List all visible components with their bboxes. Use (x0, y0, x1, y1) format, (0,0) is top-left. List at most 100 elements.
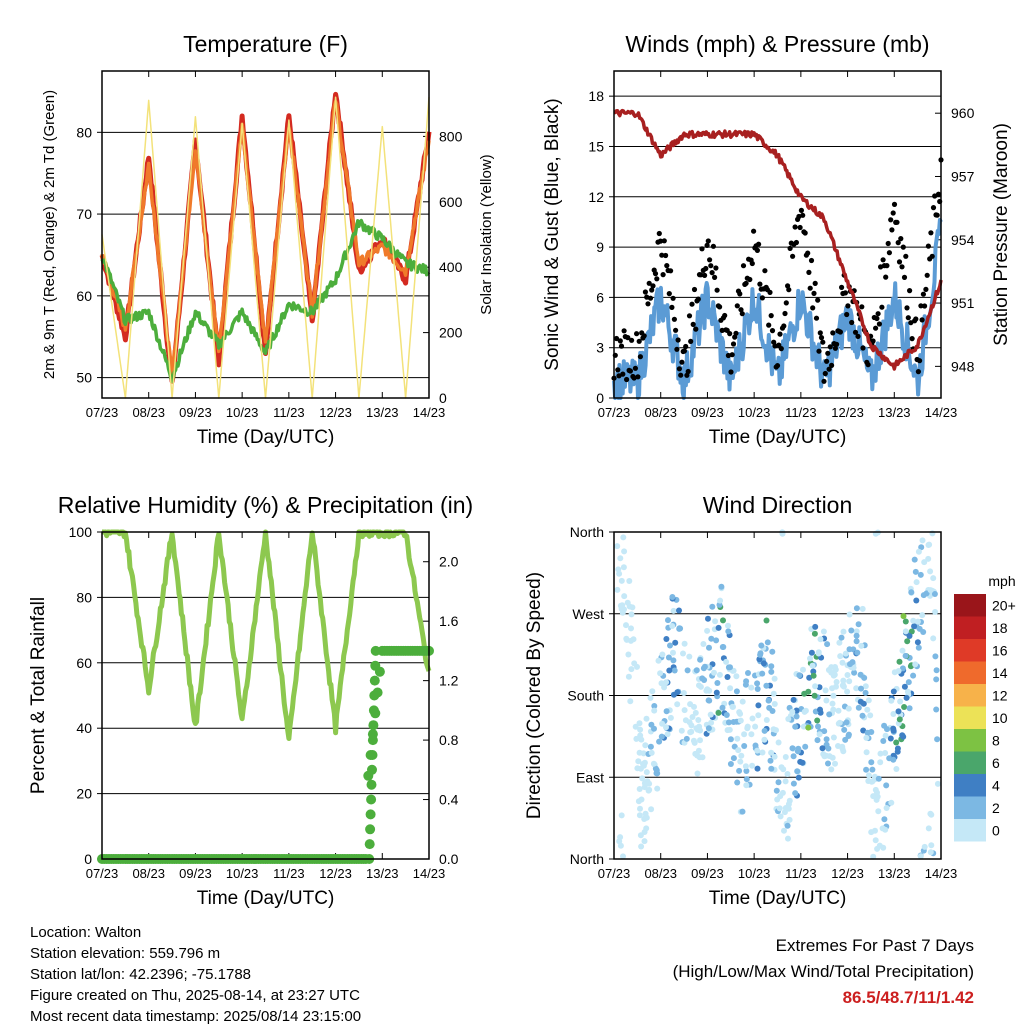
gust-point (797, 224, 803, 231)
figure-created: Figure created on Thu, 2025-08-14, at 23… (30, 987, 360, 1004)
gust-point (766, 322, 772, 328)
precip-point (370, 660, 381, 671)
gust-point (670, 295, 676, 301)
direction-point (745, 670, 751, 676)
gust-point (703, 265, 709, 272)
direction-point (725, 628, 732, 635)
gust-point (709, 270, 715, 276)
direction-point (650, 760, 657, 767)
x-tick-label: 13/23 (366, 405, 399, 420)
direction-point (782, 778, 789, 785)
direction-point (754, 765, 761, 772)
y2-axis-label: Station Pressure (Maroon) (991, 123, 1012, 346)
direction-point (927, 568, 934, 575)
panel-title: Relative Humidity (%) & Precipitation (i… (58, 492, 473, 518)
direction-point (626, 603, 633, 610)
gust-point (860, 345, 866, 351)
direction-point (620, 534, 627, 541)
gust-point (627, 368, 634, 374)
direction-point (902, 652, 909, 659)
gust-point (683, 343, 689, 350)
direction-point (902, 628, 909, 635)
direction-point (649, 688, 656, 695)
gust-point (865, 362, 871, 368)
direction-point (616, 838, 623, 845)
direction-point (771, 753, 778, 760)
direction-point (930, 635, 937, 642)
direction-point (823, 736, 830, 743)
colorbar-swatch (954, 594, 986, 617)
direction-point (917, 571, 924, 578)
direction-point (657, 670, 664, 677)
direction-point (883, 805, 890, 811)
gust-point (656, 230, 662, 237)
direction-point (617, 842, 624, 849)
direction-point (864, 706, 871, 713)
y-tick-label: 3 (596, 340, 604, 356)
direction-point (713, 689, 720, 696)
direction-point (723, 712, 730, 718)
direction-point (914, 639, 921, 646)
direction-point (736, 709, 743, 716)
latest-timestamp: Most recent data timestamp: 2025/08/14 2… (30, 1008, 362, 1025)
x-tick-label: 10/23 (226, 866, 259, 881)
direction-point (805, 724, 812, 731)
direction-point (744, 723, 751, 730)
direction-point (773, 727, 779, 734)
x-tick-label: 11/23 (785, 405, 817, 420)
direction-point (792, 723, 799, 730)
gust-point (886, 250, 893, 256)
direction-point (862, 689, 869, 696)
direction-point (835, 743, 841, 749)
gust-point (901, 274, 908, 280)
y-tick-label: South (567, 688, 604, 704)
direction-point (681, 640, 688, 647)
direction-point (784, 822, 791, 829)
direction-point (648, 806, 655, 813)
direction-point (617, 602, 624, 609)
x-tick-label: 11/23 (273, 866, 305, 881)
direction-point (623, 622, 629, 629)
gust-point (774, 363, 781, 369)
colorbar-label: 12 (992, 687, 1008, 703)
direction-point (711, 669, 717, 676)
y-tick-label: 9 (596, 239, 604, 255)
direction-point (659, 720, 666, 727)
gust-point (686, 313, 693, 319)
x-tick-label: 14/23 (925, 405, 958, 420)
y-tick-label: 70 (76, 206, 92, 222)
direction-point (725, 719, 732, 726)
direction-point (637, 805, 643, 812)
gust-point (663, 252, 669, 259)
direction-point (665, 617, 671, 624)
direction-point (799, 759, 806, 766)
direction-point (896, 658, 903, 665)
gust-point (827, 344, 833, 350)
direction-point (826, 753, 833, 760)
direction-point (841, 726, 848, 733)
direction-point (880, 738, 887, 744)
direction-point (656, 738, 663, 745)
direction-point (862, 683, 869, 690)
direction-point (920, 629, 927, 635)
x-axis-label: Time (Day/UTC) (197, 427, 335, 448)
gust-point (710, 243, 717, 249)
direction-point (932, 653, 939, 660)
direction-point (786, 797, 793, 804)
direction-point (636, 786, 643, 792)
gust-point (918, 303, 924, 309)
direction-point (688, 722, 695, 729)
gust-point (654, 276, 660, 282)
direction-point (645, 787, 652, 794)
direction-point (881, 816, 888, 823)
gust-point (876, 321, 883, 327)
direction-point (635, 798, 642, 805)
series-line-9m-t (100, 99, 431, 377)
direction-point (627, 698, 634, 705)
direction-point (872, 837, 879, 844)
gust-point (909, 336, 915, 342)
direction-point (915, 644, 922, 651)
gust-point (641, 333, 647, 339)
gust-point (769, 328, 776, 334)
gust-point (743, 280, 749, 286)
